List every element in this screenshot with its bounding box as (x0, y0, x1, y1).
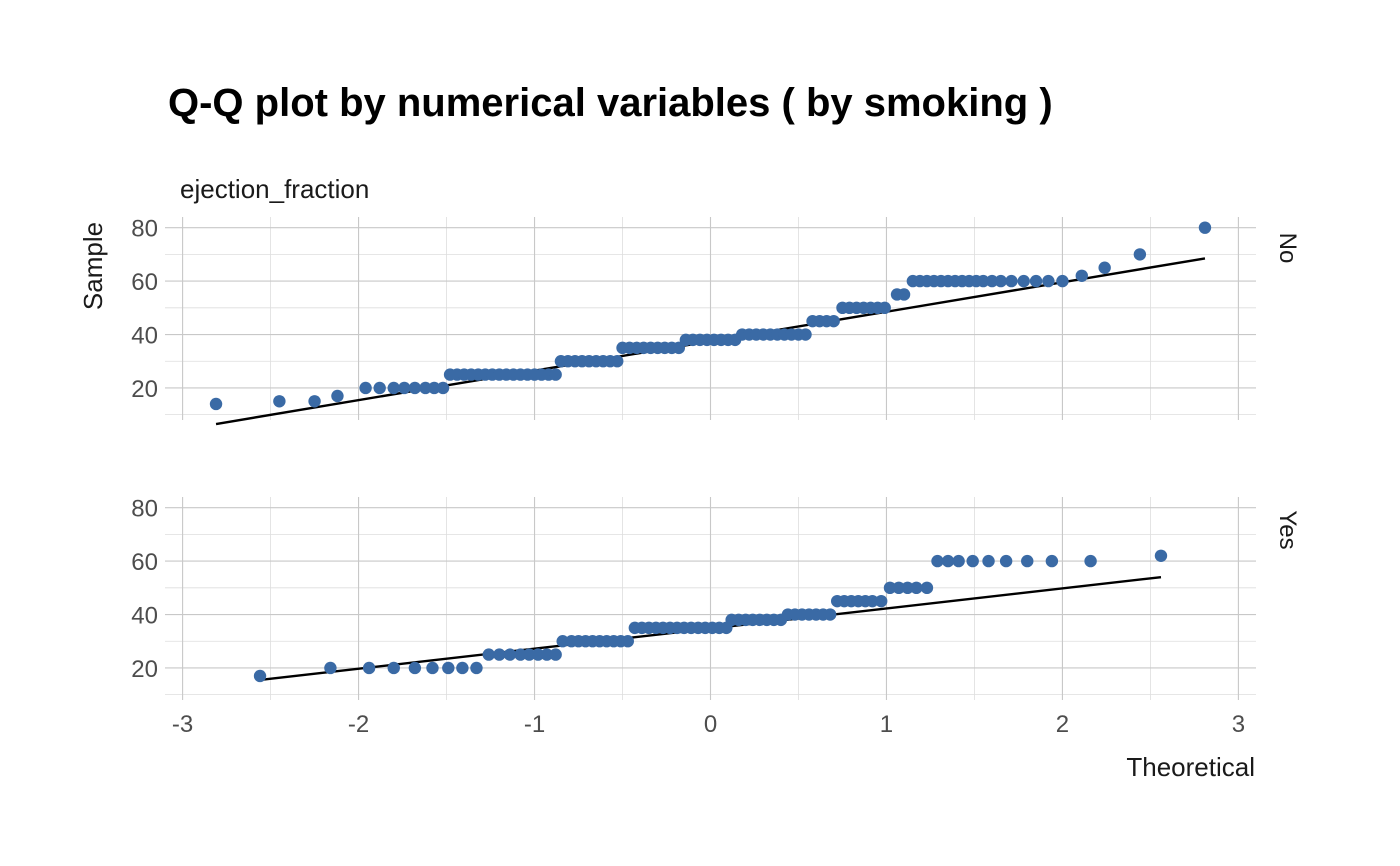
qq-point-no (799, 328, 812, 341)
x-tick-label: 1 (880, 711, 893, 738)
qq-point-no (436, 381, 450, 395)
qq-point-no (1017, 274, 1030, 288)
qq-point-no (611, 355, 624, 368)
qq-point-yes (503, 648, 517, 661)
qq-point-no (398, 381, 411, 395)
qq-point-yes (514, 648, 527, 661)
qq-point-no (827, 314, 840, 328)
qq-point-no (1075, 269, 1088, 282)
qq-point-yes (523, 648, 536, 661)
x-tick-label: 2 (1056, 711, 1069, 738)
chart-title: Q-Q plot by numerical variables ( by smo… (168, 81, 1053, 125)
panel-yes-y-tick-label: 40 (131, 603, 158, 630)
qq-point-yes (493, 648, 506, 661)
qq-point-no (373, 381, 386, 395)
qq-point-no (878, 301, 891, 315)
qq-point-no (1198, 221, 1212, 234)
qq-point-no (1133, 248, 1147, 261)
panel-yes-points (253, 549, 1168, 683)
qq-point-no (897, 288, 911, 301)
x-tick-label: -2 (348, 711, 369, 738)
qq-point-yes (1045, 554, 1059, 568)
qq-point-yes (253, 669, 267, 683)
qq-point-yes (910, 581, 923, 595)
qq-point-yes (966, 554, 979, 568)
qq-point-yes (442, 661, 455, 675)
qq-point-yes (387, 661, 400, 675)
qq-point-yes (531, 648, 545, 661)
qq-point-yes (470, 661, 483, 675)
panel-yes: 20 40 60 80 Yes (131, 496, 1301, 700)
qq-point-yes (982, 554, 995, 568)
panel-yes-y-tick-label: 60 (131, 549, 158, 576)
qq-point-yes (883, 581, 897, 595)
qq-point-no (1029, 274, 1043, 288)
qq-point-no (331, 389, 344, 403)
panel-yes-y-ticks: 20 40 60 80 (131, 496, 158, 683)
qq-point-yes (941, 554, 955, 568)
panel-no-grid (165, 217, 1256, 420)
panel-yes-y-tick-label: 80 (131, 496, 158, 523)
qq-point-no (672, 341, 686, 355)
qq-point-no (994, 274, 1008, 288)
qq-point-yes (874, 594, 888, 608)
qq-point-yes (952, 554, 965, 568)
qq-point-yes (1021, 554, 1034, 568)
qq-point-yes (999, 554, 1013, 568)
qq-point-no (1042, 274, 1055, 288)
qq-point-yes (1154, 549, 1168, 562)
qq-point-no (985, 274, 999, 288)
qq-point-no (387, 381, 400, 395)
panel-no-y-tick-label: 80 (131, 216, 158, 243)
strip-label-yes: Yes (1274, 510, 1301, 549)
panel-no-points (209, 221, 1212, 411)
strip-label-no: No (1274, 233, 1301, 264)
x-axis-ticks: -3 -2 -1 0 1 2 3 (172, 711, 1245, 738)
panel-no-y-ticks: 20 40 60 80 (131, 216, 158, 403)
qq-point-no (408, 381, 422, 395)
qq-point-no (977, 274, 990, 288)
qq-point-yes (823, 608, 837, 621)
qq-point-yes (426, 661, 439, 675)
x-tick-label: 0 (704, 711, 717, 738)
qq-point-no (1098, 261, 1111, 274)
panel-yes-y-tick-label: 20 (131, 656, 158, 683)
qq-point-yes (901, 581, 914, 595)
qq-point-no (1056, 274, 1069, 288)
panel-no: 20 40 60 80 No (131, 216, 1301, 426)
qq-point-no (549, 368, 562, 381)
y-axis-label: Sample (78, 222, 108, 310)
qq-point-yes (621, 635, 634, 648)
qq-point-yes (931, 554, 944, 568)
qq-point-no (419, 381, 432, 395)
qq-point-yes (324, 661, 337, 675)
qq-point-yes (540, 648, 554, 661)
x-tick-label: -1 (524, 711, 545, 738)
qq-point-yes (556, 635, 569, 648)
qq-point-yes (892, 581, 905, 595)
qq-point-no (308, 395, 321, 408)
panel-no-y-tick-label: 60 (131, 269, 158, 296)
qq-point-yes (1084, 554, 1097, 568)
qq-point-no (209, 397, 223, 411)
qq-point-yes (549, 648, 562, 661)
x-axis-label: Theoretical (1126, 752, 1255, 782)
qq-point-yes (866, 594, 879, 608)
qq-point-yes (408, 661, 422, 675)
chart-subtitle: ejection_fraction (180, 174, 369, 204)
qq-point-yes (456, 661, 469, 675)
qq-point-no (1005, 274, 1018, 288)
qq-point-no (428, 381, 441, 395)
x-tick-label: 3 (1232, 711, 1245, 738)
qq-point-yes (920, 581, 934, 595)
qq-point-yes (362, 661, 376, 675)
panel-no-y-tick-label: 20 (131, 376, 158, 403)
qq-point-no (273, 395, 286, 408)
x-tick-label: -3 (172, 711, 193, 738)
panel-no-y-tick-label: 40 (131, 323, 158, 350)
qq-point-yes (482, 648, 495, 661)
qq-point-no (359, 381, 372, 395)
